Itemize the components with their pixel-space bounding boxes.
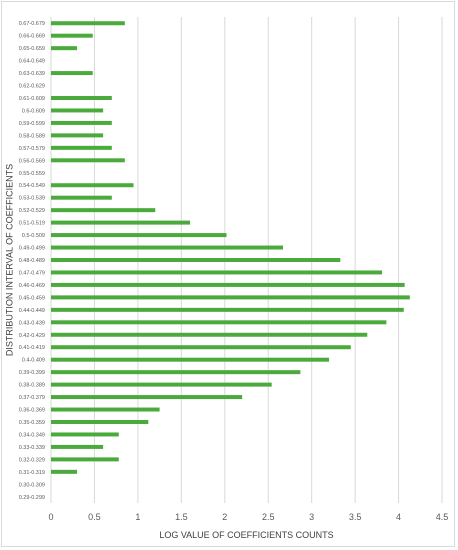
x-tick-label: 2.5	[262, 512, 275, 522]
bar-series	[51, 21, 410, 474]
y-tick-label: 0.33-0.339	[19, 445, 45, 451]
bar	[51, 145, 112, 150]
y-tick-label: 0.6-0.609	[22, 108, 45, 114]
bar	[51, 370, 301, 375]
y-tick-label: 0.4-0.409	[22, 358, 45, 364]
bar	[51, 258, 341, 262]
bar	[51, 245, 283, 250]
x-tick-label: 4.5	[436, 512, 449, 522]
y-tick-label: 0.39-0.399	[19, 370, 45, 376]
bar	[51, 195, 112, 200]
x-tick-label: 4	[396, 512, 401, 522]
x-axis-title: LOG VALUE OF COEFFICIENTS COUNTS	[159, 530, 333, 540]
x-tick-label: 0	[48, 512, 53, 522]
y-tick-label: 0.35-0.359	[19, 420, 45, 426]
y-tick-label: 0.45-0.459	[19, 295, 45, 301]
bar	[51, 220, 191, 225]
y-tick-label: 0.36-0.369	[19, 408, 45, 414]
bar	[51, 282, 405, 287]
y-tick-label: 0.67-0.679	[19, 21, 45, 27]
y-tick-label: 0.5-0.509	[22, 233, 45, 239]
x-tick-label: 3	[309, 512, 314, 522]
bar	[51, 307, 404, 312]
y-tick-label: 0.57-0.579	[19, 146, 45, 152]
bar	[51, 21, 125, 26]
y-tick-label: 0.41-0.419	[19, 345, 45, 351]
bar	[51, 33, 93, 38]
bar	[51, 444, 104, 449]
bar	[51, 320, 387, 325]
bar	[51, 108, 104, 113]
bar	[51, 71, 93, 76]
bar	[51, 270, 383, 275]
y-tick-label: 0.44-0.449	[19, 308, 45, 314]
bar	[51, 457, 119, 462]
y-tick-label: 0.32-0.329	[19, 457, 45, 463]
x-tick-labels: 0 0.5 1 1.5 2 2.5 3 3.5 4 4.5	[48, 512, 448, 522]
y-tick-label: 0.38-0.389	[19, 383, 45, 389]
y-tick-label: 0.59-0.599	[19, 121, 45, 127]
bar	[51, 357, 330, 362]
y-tick-label: 0.43-0.439	[19, 320, 45, 326]
y-tick-label: 0.64-0.649	[19, 59, 45, 65]
y-tick-label: 0.51-0.519	[19, 221, 45, 227]
bar	[51, 432, 119, 437]
y-tick-label: 0.63-0.639	[19, 71, 45, 77]
y-tick-label: 0.62-0.629	[19, 84, 45, 90]
bar	[51, 133, 104, 138]
bar	[51, 183, 134, 188]
x-tick-label: 2	[222, 512, 227, 522]
bar	[51, 46, 78, 51]
bar	[51, 345, 351, 350]
y-tick-label: 0.37-0.379	[19, 395, 45, 401]
y-axis-title: DISTRIBUTION INTERVAL OF COEFFICIENTS	[4, 164, 14, 356]
bar	[51, 420, 149, 424]
y-tick-label: 0.46-0.469	[19, 283, 45, 289]
bar	[51, 295, 410, 300]
y-tick-label: 0.34-0.349	[19, 432, 45, 438]
bar	[51, 469, 78, 474]
y-tick-label: 0.65-0.659	[19, 46, 45, 52]
bar	[51, 332, 368, 337]
y-tick-label: 0.61-0.609	[19, 96, 45, 102]
bar	[51, 382, 272, 387]
x-tick-label: 3.5	[349, 512, 362, 522]
y-tick-label: 0.55-0.559	[19, 171, 45, 177]
bar	[51, 208, 156, 213]
bar	[51, 233, 227, 238]
y-tick-label: 0.66-0.669	[19, 34, 45, 40]
bar	[51, 96, 112, 100]
y-tick-label: 0.54-0.549	[19, 183, 45, 189]
bar	[51, 395, 243, 400]
bar	[51, 120, 112, 125]
y-tick-label: 0.29-0.299	[19, 495, 45, 501]
y-tick-label: 0.42-0.429	[19, 333, 45, 339]
y-tick-label: 0.49-0.499	[19, 246, 45, 252]
y-tick-label: 0.52-0.529	[19, 208, 45, 214]
y-tick-label: 0.30-0.309	[19, 482, 45, 488]
x-tick-label: 0.5	[88, 512, 101, 522]
x-tick-label: 1.5	[175, 512, 188, 522]
y-tick-label: 0.53-0.539	[19, 196, 45, 202]
y-tick-labels: 0.67-0.679 0.66-0.669 0.65-0.659 0.64-0.649…	[19, 21, 45, 501]
bar	[51, 407, 160, 412]
bar	[51, 158, 125, 163]
y-tick-label: 0.58-0.589	[19, 133, 45, 139]
y-tick-label: 0.48-0.489	[19, 258, 45, 264]
y-tick-label: 0.47-0.479	[19, 270, 45, 276]
x-tick-label: 1	[135, 512, 140, 522]
y-tick-label: 0.56-0.569	[19, 158, 45, 164]
y-tick-label: 0.31-0.319	[19, 470, 45, 476]
